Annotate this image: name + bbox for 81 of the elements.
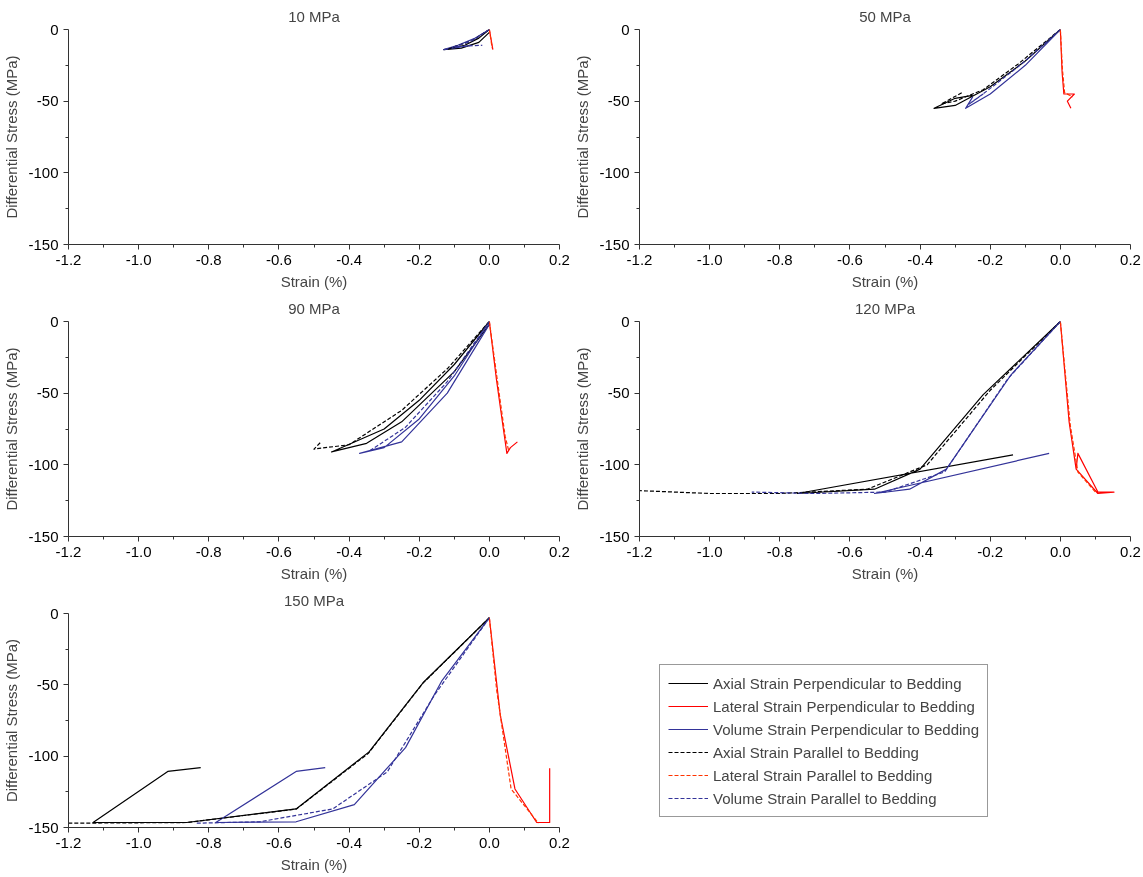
legend-label: Volume Strain Perpendicular to Bedding bbox=[713, 720, 980, 738]
y-axis-title: Differential Stress (MPa) bbox=[3, 55, 21, 219]
x-tick-label: 0.0 bbox=[478, 833, 500, 851]
y-tick-label: -50 bbox=[36, 384, 59, 402]
x-tick-label: -0.2 bbox=[977, 250, 1004, 268]
legend-label: Lateral Strain Parallel to Bedding bbox=[713, 766, 933, 784]
y-tick-label: -100 bbox=[599, 455, 630, 473]
x-tick-label: -0.4 bbox=[336, 833, 363, 851]
x-tick-label: -0.6 bbox=[266, 250, 292, 268]
y-tick-label: -50 bbox=[607, 384, 630, 402]
x-tick-label: -1.0 bbox=[125, 542, 152, 560]
x-tick-label: -0.2 bbox=[406, 542, 433, 560]
x-tick-label: 0.2 bbox=[549, 833, 570, 851]
y-tick-label: 0 bbox=[50, 604, 59, 622]
x-tick-label: 0.2 bbox=[549, 250, 570, 268]
x-tick-label: -0.4 bbox=[907, 250, 934, 268]
x-axis-title: Strain (%) bbox=[851, 272, 919, 290]
y-tick-label: -50 bbox=[36, 675, 59, 693]
y-tick-label: -50 bbox=[607, 92, 630, 110]
x-axis-title: Strain (%) bbox=[280, 855, 348, 873]
x-tick-label: 0.2 bbox=[549, 542, 570, 560]
y-tick-label: -150 bbox=[599, 235, 630, 253]
y-axis-title: Differential Stress (MPa) bbox=[3, 347, 21, 511]
x-tick-label: -0.4 bbox=[336, 542, 363, 560]
x-tick-label: -1.2 bbox=[626, 542, 653, 560]
y-axis-title: Differential Stress (MPa) bbox=[3, 638, 21, 803]
x-axis-title: Strain (%) bbox=[851, 564, 919, 582]
y-tick-label: -150 bbox=[28, 235, 59, 253]
y-tick-label: 0 bbox=[621, 20, 630, 38]
y-tick-label: -150 bbox=[28, 818, 59, 836]
x-tick-label: -0.4 bbox=[907, 542, 934, 560]
x-tick-label: 0.0 bbox=[478, 542, 500, 560]
x-tick-label: 0.0 bbox=[1049, 250, 1071, 268]
x-axis-title: Strain (%) bbox=[280, 272, 348, 290]
legend-label: Volume Strain Parallel to Bedding bbox=[713, 789, 937, 807]
x-tick-label: -0.8 bbox=[195, 250, 222, 268]
x-tick-label: -1.2 bbox=[55, 542, 82, 560]
chart-title: 50 MPa bbox=[859, 7, 912, 25]
x-tick-label: -0.2 bbox=[406, 250, 433, 268]
y-axis-title: Differential Stress (MPa) bbox=[574, 55, 592, 219]
x-tick-label: -1.2 bbox=[55, 250, 82, 268]
y-tick-label: -100 bbox=[28, 747, 59, 765]
y-tick-label: 0 bbox=[50, 312, 59, 330]
y-tick-label: -100 bbox=[599, 163, 630, 181]
x-tick-label: -0.2 bbox=[406, 833, 433, 851]
y-tick-label: 0 bbox=[50, 20, 59, 38]
x-tick-label: -0.8 bbox=[766, 250, 793, 268]
y-tick-label: -150 bbox=[599, 527, 630, 545]
x-tick-label: -0.2 bbox=[977, 542, 1004, 560]
chart-title: 10 MPa bbox=[288, 7, 341, 25]
x-tick-label: -0.6 bbox=[837, 250, 863, 268]
x-tick-label: -1.0 bbox=[696, 542, 723, 560]
x-tick-label: 0.0 bbox=[478, 250, 500, 268]
x-tick-label: -0.8 bbox=[195, 833, 222, 851]
x-tick-label: 0.0 bbox=[1049, 542, 1071, 560]
chart-title: 150 MPa bbox=[283, 591, 345, 609]
x-tick-label: -0.6 bbox=[266, 542, 292, 560]
y-tick-label: 0 bbox=[621, 312, 630, 330]
legend-label: Lateral Strain Perpendicular to Bedding bbox=[713, 697, 975, 715]
y-tick-label: -50 bbox=[36, 92, 59, 110]
x-tick-label: -1.0 bbox=[125, 250, 152, 268]
x-tick-label: -0.6 bbox=[266, 833, 292, 851]
x-tick-label: -0.8 bbox=[766, 542, 793, 560]
legend-label: Axial Strain Parallel to Bedding bbox=[713, 743, 919, 761]
y-tick-label: -100 bbox=[28, 455, 59, 473]
x-tick-label: -0.4 bbox=[336, 250, 363, 268]
x-tick-label: 0.2 bbox=[1120, 250, 1141, 268]
x-tick-label: -0.6 bbox=[837, 542, 863, 560]
x-tick-label: -0.8 bbox=[195, 542, 222, 560]
y-tick-label: -100 bbox=[28, 163, 59, 181]
y-axis-title: Differential Stress (MPa) bbox=[574, 347, 592, 511]
y-tick-label: -150 bbox=[28, 527, 59, 545]
x-tick-label: -1.2 bbox=[55, 833, 82, 851]
chart-title: 90 MPa bbox=[288, 299, 341, 317]
x-axis-title: Strain (%) bbox=[280, 564, 348, 582]
x-tick-label: -1.0 bbox=[125, 833, 152, 851]
x-tick-label: -1.0 bbox=[696, 250, 723, 268]
x-tick-label: 0.2 bbox=[1120, 542, 1141, 560]
legend-label: Axial Strain Perpendicular to Bedding bbox=[713, 674, 962, 692]
chart-title: 120 MPa bbox=[854, 299, 916, 317]
x-tick-label: -1.2 bbox=[626, 250, 653, 268]
